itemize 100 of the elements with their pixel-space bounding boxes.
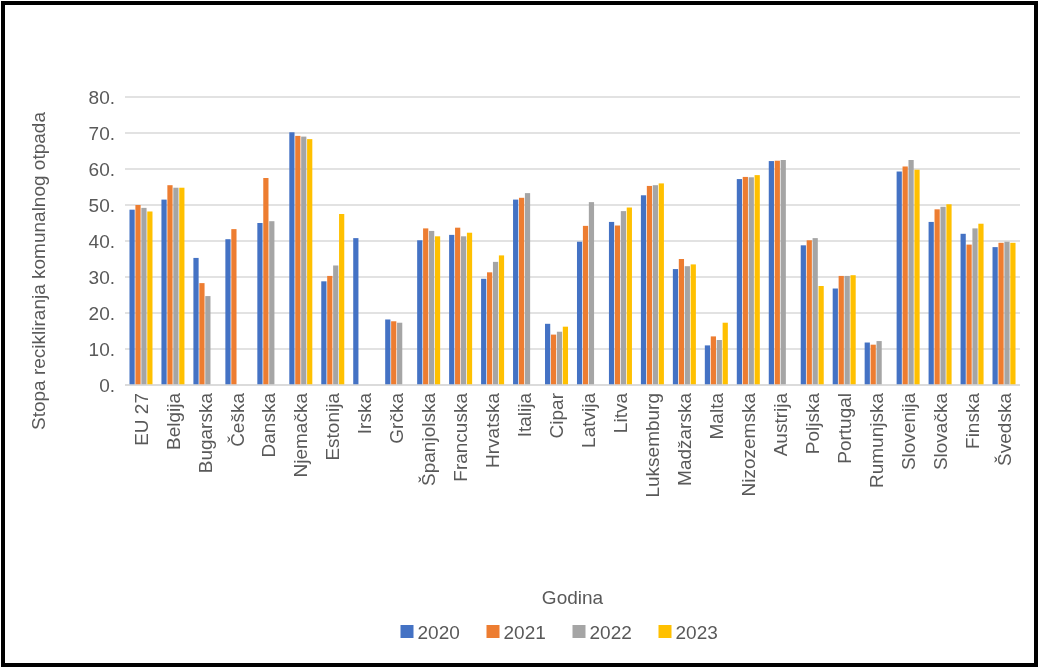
y-tick-label: 0.: [99, 374, 115, 396]
bar: [423, 228, 429, 385]
bar: [652, 185, 658, 385]
x-tick-label: Poljska: [801, 392, 823, 455]
bar: [199, 283, 205, 385]
bar: [353, 238, 359, 385]
bar: [263, 178, 269, 385]
legend-label: 2022: [589, 621, 632, 643]
bar: [818, 286, 824, 385]
bar: [582, 225, 589, 385]
bar: [205, 296, 211, 385]
bar: [129, 209, 135, 385]
bar: [481, 278, 487, 385]
bar: [466, 232, 473, 385]
bar: [742, 176, 748, 385]
x-tick-label: Belgija: [162, 392, 184, 451]
bar: [608, 221, 615, 385]
y-tick-label: 10.: [88, 338, 115, 360]
bar: [768, 161, 774, 385]
bar: [940, 206, 946, 385]
bar: [960, 233, 966, 385]
y-tick-label: 40.: [88, 230, 115, 252]
bar: [333, 265, 339, 385]
bar: [289, 132, 295, 385]
bar: [167, 185, 173, 385]
bar: [173, 187, 179, 385]
bar: [914, 169, 920, 385]
bar: [850, 275, 856, 385]
y-tick-label: 20.: [88, 302, 115, 324]
x-tick-label: Austrija: [769, 392, 791, 457]
x-tick-label: Njemačka: [290, 392, 312, 478]
bar: [646, 185, 653, 385]
bar: [946, 204, 952, 385]
bar: [307, 139, 313, 385]
x-tick-label: Španjolska: [418, 392, 440, 486]
bar: [838, 275, 844, 385]
bar: [487, 272, 493, 385]
bar: [518, 197, 525, 385]
bar: [812, 238, 818, 385]
bar: [295, 135, 301, 385]
bar: [179, 187, 185, 385]
y-tick-label: 80.: [88, 86, 115, 108]
x-tick-label: Bugarska: [194, 392, 216, 474]
legend-label: 2020: [417, 621, 460, 643]
bar: [722, 322, 728, 385]
y-axis-title: Stopa recikliranja komunalnog otpada: [28, 111, 49, 430]
bar: [684, 266, 690, 385]
x-tick-label: Švedska: [993, 392, 1015, 466]
bar: [690, 264, 696, 385]
bar: [864, 342, 870, 385]
bar: [806, 240, 812, 385]
x-tick-label: Francuska: [450, 392, 472, 482]
bar: [524, 193, 531, 385]
bar: [147, 211, 153, 385]
bar: [716, 340, 722, 385]
bar: [257, 223, 263, 385]
bar: [225, 239, 231, 385]
bar: [141, 207, 147, 385]
bar: [966, 244, 972, 385]
bar: [908, 160, 914, 385]
x-tick-label: Danska: [258, 392, 280, 458]
x-tick-label: Rumunjska: [865, 392, 887, 489]
bar: [449, 234, 455, 385]
bar: [545, 323, 551, 385]
bar: [844, 275, 850, 385]
bar: [658, 183, 664, 385]
bar: [513, 199, 519, 385]
legend-label: 2023: [675, 621, 718, 643]
x-tick-label: Cipar: [546, 392, 568, 439]
bar: [498, 255, 505, 385]
bar: [231, 229, 237, 385]
x-tick-label: EU 27: [130, 393, 152, 446]
x-tick-label: Češka: [226, 392, 248, 447]
bar: [736, 179, 743, 385]
bar: [397, 322, 403, 385]
bar: [301, 136, 307, 385]
x-tick-label: Slovačka: [929, 392, 951, 471]
x-tick-label: Malta: [705, 392, 727, 440]
y-tick-label: 30.: [88, 266, 115, 288]
bar: [774, 160, 780, 385]
bar: [928, 221, 934, 385]
bar: [978, 223, 984, 385]
x-tick-label: Irska: [354, 392, 376, 435]
x-tick-label: Estonija: [322, 392, 344, 461]
x-tick-label: Grčka: [386, 392, 408, 444]
bar: [1010, 242, 1016, 385]
x-tick-label: Litva: [610, 392, 632, 434]
x-tick-label: Madžarska: [674, 392, 696, 486]
bar: [460, 236, 467, 385]
bar: [992, 247, 998, 385]
x-tick-label: Hrvatska: [482, 392, 504, 468]
x-tick-label: Portugal: [833, 393, 855, 464]
bar: [161, 199, 167, 385]
bar: [678, 259, 685, 385]
bar: [620, 211, 627, 385]
bar: [327, 275, 333, 385]
bar: [832, 288, 838, 385]
x-tick-label: Latvija: [578, 392, 600, 448]
bar: [800, 245, 806, 385]
bar: [640, 195, 647, 385]
